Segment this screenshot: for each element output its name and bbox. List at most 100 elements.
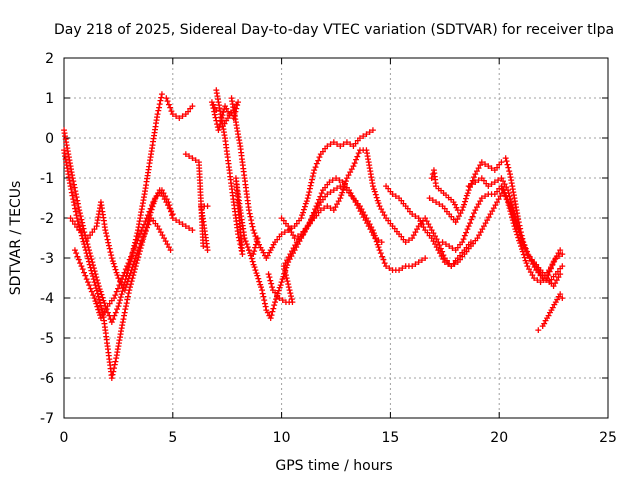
data-point-interp: + bbox=[425, 218, 432, 231]
data-point-interp: + bbox=[136, 218, 143, 231]
data-point: + bbox=[531, 272, 538, 285]
data-point-interp: + bbox=[239, 156, 246, 169]
data-point-interp: + bbox=[298, 230, 305, 243]
data-point-interp: + bbox=[347, 138, 354, 151]
data-point-interp: + bbox=[340, 138, 347, 151]
data-point-interp: + bbox=[156, 98, 163, 111]
data-point-interp: + bbox=[199, 228, 206, 241]
data-point: + bbox=[324, 140, 331, 153]
data-point-interp: + bbox=[106, 309, 113, 322]
data-point-interp: + bbox=[166, 241, 173, 254]
data-point-interp: + bbox=[443, 189, 450, 202]
data-point: + bbox=[415, 256, 422, 269]
data-point: + bbox=[363, 144, 370, 157]
data-point-interp: + bbox=[240, 165, 247, 178]
data-point-interp: + bbox=[414, 223, 421, 236]
data-point-interp: + bbox=[435, 182, 442, 195]
data-point-interp: + bbox=[116, 279, 123, 292]
data-point-interp: + bbox=[344, 181, 351, 194]
data-point-interp: + bbox=[533, 258, 540, 271]
data-point-interp: + bbox=[371, 182, 378, 195]
data-point-interp: + bbox=[73, 188, 80, 201]
data-point-interp: + bbox=[248, 214, 255, 227]
data-point: + bbox=[237, 140, 244, 153]
data-point: + bbox=[468, 236, 475, 249]
data-point-interp: + bbox=[432, 173, 439, 186]
data-point-interp: + bbox=[546, 274, 553, 287]
data-point-interp: + bbox=[83, 272, 90, 285]
data-point-interp: + bbox=[130, 245, 137, 258]
data-point: + bbox=[537, 276, 544, 289]
data-point: + bbox=[254, 232, 261, 245]
data-point-interp: + bbox=[332, 201, 339, 214]
data-point-interp: + bbox=[259, 287, 266, 300]
data-point: + bbox=[450, 196, 457, 209]
data-point-interp: + bbox=[508, 202, 515, 215]
data-point-interp: + bbox=[509, 214, 516, 227]
data-point-interp: + bbox=[137, 237, 144, 250]
data-point-interp: + bbox=[367, 165, 374, 178]
data-point-interp: + bbox=[307, 179, 314, 192]
data-point-interp: + bbox=[322, 181, 329, 194]
data-point-interp: + bbox=[227, 173, 234, 186]
data-point-interp: + bbox=[94, 274, 101, 287]
data-point-interp: + bbox=[286, 296, 293, 309]
series-track-l: ++++++++++++++++++++++++++++++++++++++++… bbox=[426, 152, 566, 285]
data-point-interp: + bbox=[106, 352, 113, 365]
data-point-interp: + bbox=[214, 120, 221, 133]
data-point: + bbox=[428, 172, 435, 185]
data-point-interp: + bbox=[78, 229, 85, 242]
data-point: + bbox=[459, 204, 466, 217]
data-point-interp: + bbox=[154, 189, 161, 202]
data-point-interp: + bbox=[249, 255, 256, 268]
data-point-interp: + bbox=[220, 120, 227, 133]
data-point-interp: + bbox=[199, 231, 206, 244]
data-point-interp: + bbox=[555, 271, 562, 284]
data-point-interp: + bbox=[138, 203, 145, 216]
data-point: + bbox=[270, 284, 277, 297]
data-point: + bbox=[485, 160, 492, 173]
data-point-interp: + bbox=[517, 237, 524, 250]
data-point-interp: + bbox=[91, 265, 98, 278]
data-point: + bbox=[378, 236, 385, 249]
data-point-interp: + bbox=[265, 306, 272, 319]
data-point-interp: + bbox=[96, 293, 103, 306]
data-point-interp: + bbox=[354, 134, 361, 147]
data-point-interp: + bbox=[274, 289, 281, 302]
data-point-interp: + bbox=[138, 224, 145, 237]
data-point-interp: + bbox=[509, 183, 516, 196]
data-point-interp: + bbox=[284, 275, 291, 288]
data-point: + bbox=[189, 224, 196, 237]
data-point: + bbox=[204, 200, 211, 213]
data-point: + bbox=[298, 232, 305, 245]
data-point: + bbox=[235, 96, 242, 109]
data-point: + bbox=[507, 168, 514, 181]
data-point-interp: + bbox=[136, 248, 143, 261]
data-point-interp: + bbox=[100, 311, 107, 324]
data-point-interp: + bbox=[132, 252, 139, 265]
data-point-interp: + bbox=[88, 253, 95, 266]
data-point-interp: + bbox=[257, 278, 264, 291]
data-point: + bbox=[294, 236, 301, 249]
x-tick-label: 25 bbox=[599, 430, 617, 446]
data-point-interp: + bbox=[118, 325, 125, 338]
data-point-interp: + bbox=[432, 176, 439, 189]
data-point: + bbox=[370, 180, 377, 193]
data-point-interp: + bbox=[542, 269, 549, 282]
data-point-interp: + bbox=[481, 174, 488, 187]
data-point-interp: + bbox=[132, 233, 139, 246]
data-point-interp: + bbox=[237, 207, 244, 220]
data-point-interp: + bbox=[86, 258, 93, 271]
data-point-interp: + bbox=[446, 257, 453, 270]
data-point: + bbox=[357, 144, 364, 157]
data-point-interp: + bbox=[82, 228, 89, 241]
data-point: + bbox=[128, 264, 135, 277]
data-point: + bbox=[552, 296, 559, 309]
data-point-interp: + bbox=[154, 111, 161, 124]
data-point-interp: + bbox=[463, 241, 470, 254]
data-point-interp: + bbox=[488, 162, 495, 175]
data-point-interp: + bbox=[508, 174, 515, 187]
data-point: + bbox=[115, 272, 122, 285]
data-point-interp: + bbox=[145, 163, 152, 176]
data-point: + bbox=[285, 256, 292, 269]
